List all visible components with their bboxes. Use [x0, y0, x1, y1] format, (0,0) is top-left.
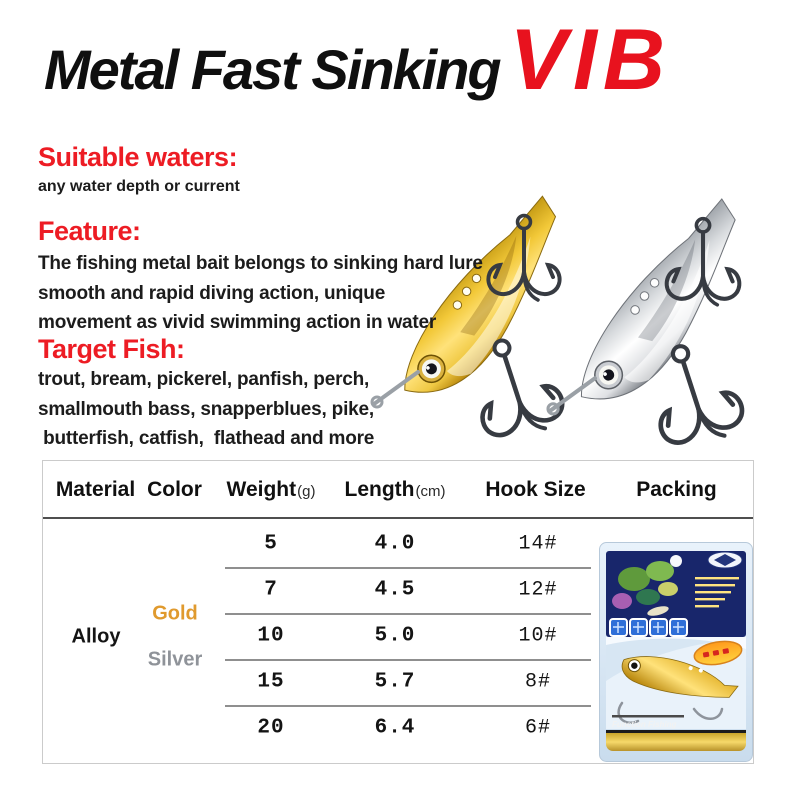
col-header-weight: Weight (g) — [227, 478, 316, 502]
hang-hole — [670, 555, 682, 567]
col-header-material: Material — [56, 478, 136, 502]
lure-eye — [594, 360, 624, 390]
header-label: Color — [147, 478, 202, 501]
text-line: any water depth or current — [38, 178, 240, 195]
length-cell: 4.0 — [374, 532, 416, 556]
gold-blade — [369, 195, 594, 415]
silver-lure-image — [545, 198, 780, 468]
spec-table: Material Color Weight (g) Length (cm) Hook… — [42, 460, 754, 764]
text-line: The fishing metal bait belongs to sinkin… — [38, 253, 483, 274]
header-label: Hook Size — [485, 478, 586, 501]
row-divider — [225, 613, 591, 615]
packing-image: Function Fishing — [598, 541, 754, 763]
packaged-lure — [621, 656, 739, 698]
row-divider — [225, 705, 591, 707]
header-label: Weight — [226, 478, 297, 501]
feature-text: The fishing metal bait belongs to sinkin… — [38, 249, 483, 338]
col-header-packing: Packing — [636, 478, 718, 502]
header-unit: (g) — [297, 483, 316, 500]
length-cell: 4.5 — [374, 578, 416, 602]
row-divider — [225, 659, 591, 661]
hook-size-cell: 8# — [524, 670, 552, 694]
page-title: Metal Fast Sinking VIB — [44, 12, 672, 108]
package-fine-print — [695, 577, 739, 608]
badge — [693, 640, 743, 666]
suitable-waters-text: any water depth or current — [38, 176, 240, 198]
hook-size-cell: 12# — [518, 578, 558, 602]
hook-size-cell: 14# — [518, 532, 558, 556]
col-header-length: Length (cm) — [345, 478, 446, 502]
text-line: smooth and rapid diving action, unique — [38, 282, 386, 304]
silver-blade — [545, 198, 780, 422]
text-line: smallmouth bass, snapperblues, pike, — [38, 398, 374, 420]
text-line: trout, bream, pickerel, panfish, perch, — [38, 369, 370, 390]
package-gold-strip — [606, 733, 746, 751]
package-bottom-print: Function Fishing — [612, 715, 684, 729]
material-value: Alloy — [71, 625, 121, 648]
text-line: butterfish, catfish, flathead and more — [38, 428, 375, 449]
row-divider — [225, 567, 591, 569]
header-label: Material — [55, 478, 136, 501]
weight-cell: 5 — [264, 532, 278, 556]
title-highlight-vib: VIB — [509, 12, 672, 108]
header-divider — [43, 517, 753, 519]
package-graphic: Function Fishing — [599, 542, 753, 762]
gold-lure-image — [369, 195, 594, 460]
length-cell: 5.0 — [374, 624, 416, 648]
header-label: Length — [344, 478, 415, 501]
target-fish-text: trout, bream, pickerel, panfish, perch, … — [38, 365, 374, 454]
hook-size-cell: 6# — [524, 716, 552, 740]
lure-eye — [417, 354, 446, 384]
color-option-gold: Gold — [152, 602, 198, 625]
weight-cell: 20 — [257, 716, 285, 740]
brand-logo — [707, 551, 743, 569]
svg-text:Function Fishing: Function Fishing — [612, 720, 677, 729]
package-title-glyphs — [609, 618, 688, 637]
heading-suitable-waters: Suitable waters: — [38, 142, 238, 172]
col-header-color: Color — [147, 478, 203, 502]
header-label: Packing — [636, 478, 717, 501]
length-cell: 5.7 — [374, 670, 416, 694]
col-header-hook-size: Hook Size — [485, 478, 586, 502]
hook-size-cell: 10# — [518, 624, 558, 648]
heading-feature: Feature: — [38, 216, 141, 246]
heading-target-fish: Target Fish: — [38, 334, 185, 364]
text-line: movement as vivid swimming action in wat… — [38, 312, 437, 333]
header-unit: (cm) — [415, 483, 446, 500]
title-main: Metal Fast Sinking — [44, 38, 502, 101]
weight-cell: 10 — [257, 624, 285, 648]
length-cell: 6.4 — [374, 716, 416, 740]
color-option-silver: Silver — [147, 648, 203, 671]
weight-cell: 7 — [264, 578, 278, 602]
weight-cell: 15 — [257, 670, 285, 694]
